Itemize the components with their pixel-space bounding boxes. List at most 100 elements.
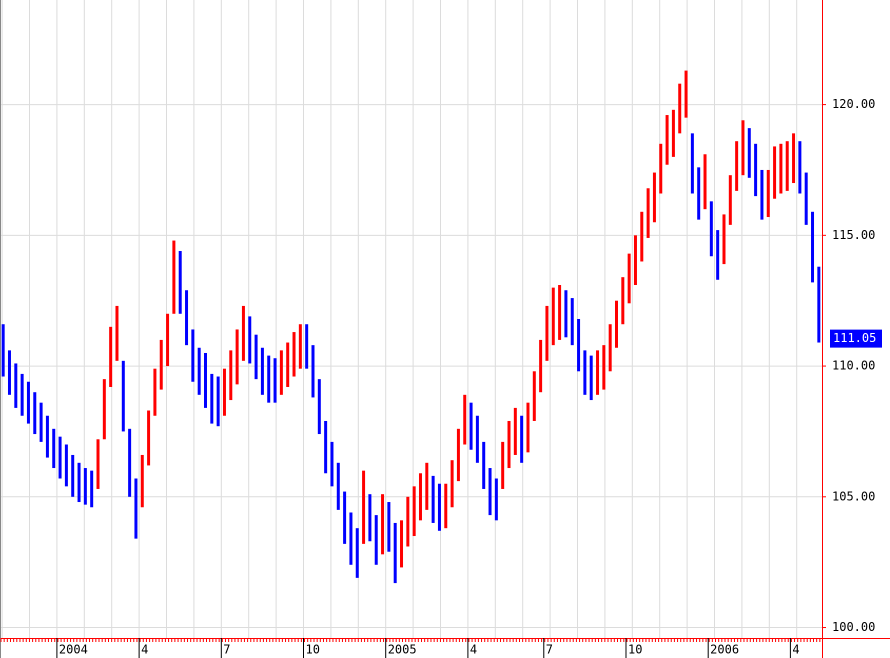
price-bar	[703, 154, 707, 210]
price-bar	[140, 454, 144, 508]
price-bar	[652, 172, 656, 223]
price-bar	[779, 143, 783, 194]
price-bar	[766, 169, 770, 218]
price-bar	[456, 428, 460, 482]
y-tick-label: 115.00	[832, 228, 875, 242]
price-bar	[20, 373, 24, 416]
price-bar	[671, 109, 675, 157]
price-bar	[45, 415, 49, 458]
price-bar	[311, 345, 315, 398]
price-bar	[646, 188, 650, 238]
price-bar	[747, 128, 751, 178]
price-bar	[102, 379, 106, 440]
price-bar	[811, 211, 815, 283]
price-bar	[279, 350, 283, 395]
price-bar	[741, 120, 745, 176]
price-bar	[532, 371, 536, 421]
price-bar	[406, 496, 410, 547]
price-bar	[722, 214, 726, 265]
price-bar	[83, 468, 87, 505]
price-bar	[640, 211, 644, 262]
price-bar	[602, 345, 606, 390]
price-bar	[412, 486, 416, 537]
price-bar	[817, 266, 821, 343]
price-bar	[33, 392, 37, 435]
price-bar	[804, 172, 808, 225]
price-bar	[760, 169, 764, 220]
price-bar	[545, 305, 549, 361]
price-bar	[26, 381, 30, 424]
price-bar	[292, 332, 296, 377]
price-bar	[475, 415, 479, 463]
price-bar	[172, 240, 176, 314]
x-tick-label: 7	[546, 643, 553, 657]
price-bar	[450, 460, 454, 508]
price-bar	[229, 350, 233, 401]
price-bar	[222, 368, 226, 416]
price-bar	[798, 141, 802, 194]
price-bar	[178, 251, 182, 314]
price-bar	[166, 313, 170, 367]
price-bar	[355, 528, 359, 578]
price-bar	[665, 115, 669, 165]
x-tick-label: 2004	[59, 643, 88, 657]
price-bar	[659, 143, 663, 194]
price-bar	[273, 358, 277, 403]
price-bar	[317, 379, 321, 435]
price-bar	[324, 420, 328, 474]
price-bar	[235, 329, 239, 385]
price-bar	[690, 133, 694, 194]
price-bar	[343, 491, 347, 544]
price-bar	[564, 290, 568, 338]
x-tick-label: 10	[306, 643, 320, 657]
price-bar	[716, 230, 720, 280]
price-bar	[608, 324, 612, 372]
price-bar	[488, 468, 492, 516]
price-bar	[589, 355, 593, 401]
price-bar	[121, 360, 125, 432]
price-bar	[400, 520, 404, 568]
price-bar	[90, 470, 94, 508]
price-bar	[728, 175, 732, 225]
price-bar	[526, 402, 530, 453]
x-tick-label: 4	[470, 643, 477, 657]
price-bar	[678, 83, 682, 134]
price-bar	[615, 300, 618, 348]
price-bar	[558, 285, 562, 340]
last-price-box	[830, 329, 882, 348]
price-bar	[469, 402, 473, 450]
x-tick-label: 10	[628, 643, 642, 657]
price-bar	[494, 478, 498, 521]
price-bar	[792, 133, 796, 184]
price-bar	[621, 277, 625, 325]
price-bar	[260, 347, 264, 395]
price-bar	[147, 410, 151, 466]
price-bar	[7, 350, 11, 395]
price-bar	[362, 470, 366, 544]
price-bar	[128, 428, 132, 497]
price-bar	[735, 141, 739, 191]
price-bar	[254, 334, 258, 380]
x-tick-label: 7	[223, 643, 230, 657]
x-tick-label: 2005	[388, 643, 417, 657]
price-bar	[109, 326, 113, 387]
price-bar	[513, 407, 517, 455]
price-bar	[241, 305, 245, 361]
price-bar	[197, 347, 201, 395]
price-bar	[507, 420, 511, 469]
price-bar	[159, 339, 163, 390]
price-bar	[627, 253, 631, 304]
y-tick-label: 100.00	[832, 620, 875, 634]
price-bar	[418, 473, 422, 521]
price-bar	[482, 441, 486, 489]
price-bar	[393, 522, 397, 584]
price-bar	[684, 70, 688, 118]
price-bar	[204, 352, 207, 408]
price-bar	[583, 350, 587, 395]
y-tick-label: 110.00	[832, 359, 875, 373]
price-bar	[134, 478, 138, 539]
y-tick-label: 105.00	[832, 489, 875, 503]
price-bar	[191, 329, 195, 382]
price-bar	[248, 316, 252, 364]
price-bar	[551, 287, 555, 346]
